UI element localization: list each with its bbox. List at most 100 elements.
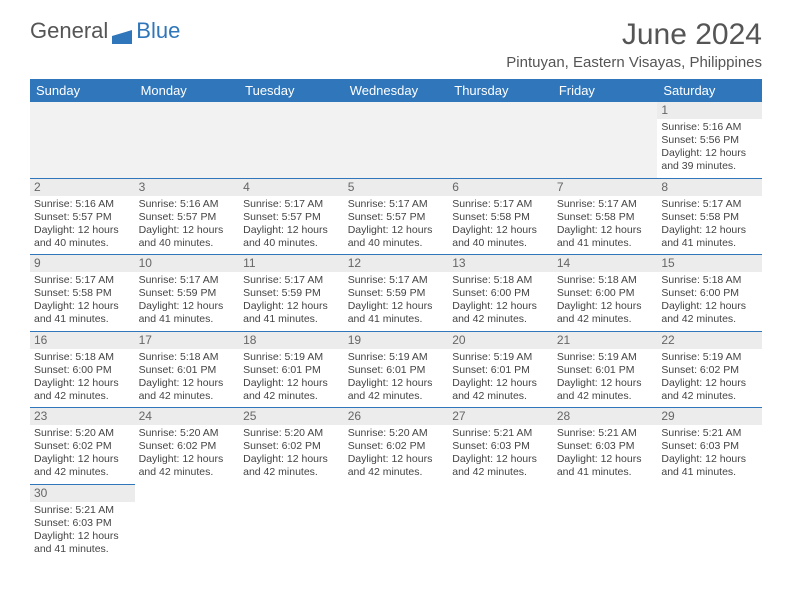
daylight-line: Daylight: 12 hours and 42 minutes. (243, 377, 340, 403)
sunrise-line: Sunrise: 5:17 AM (557, 198, 654, 211)
sunset-line: Sunset: 6:01 PM (452, 364, 549, 377)
calendar-cell: 14Sunrise: 5:18 AMSunset: 6:00 PMDayligh… (553, 255, 658, 332)
day-info: Sunrise: 5:18 AMSunset: 6:00 PMDaylight:… (34, 351, 131, 404)
sunset-line: Sunset: 5:58 PM (34, 287, 131, 300)
daylight-line: Daylight: 12 hours and 42 minutes. (243, 453, 340, 479)
logo-text-blue: Blue (136, 18, 180, 44)
calendar-table: Sunday Monday Tuesday Wednesday Thursday… (30, 79, 762, 560)
sunrise-line: Sunrise: 5:21 AM (34, 504, 131, 517)
sunset-line: Sunset: 6:02 PM (348, 440, 445, 453)
calendar-cell: 13Sunrise: 5:18 AMSunset: 6:00 PMDayligh… (448, 255, 553, 332)
day-number: 19 (344, 332, 449, 349)
day-info: Sunrise: 5:21 AMSunset: 6:03 PMDaylight:… (34, 504, 131, 557)
header: General Blue June 2024 Pintuyan, Eastern… (30, 18, 762, 71)
sunrise-line: Sunrise: 5:18 AM (661, 274, 758, 287)
logo: General Blue (30, 18, 180, 44)
daylight-line: Daylight: 12 hours and 42 minutes. (452, 300, 549, 326)
daylight-line: Daylight: 12 hours and 40 minutes. (452, 224, 549, 250)
day-number: 16 (30, 332, 135, 349)
day-number: 3 (135, 179, 240, 196)
calendar-cell (239, 102, 344, 178)
calendar-cell: 9Sunrise: 5:17 AMSunset: 5:58 PMDaylight… (30, 255, 135, 332)
sunset-line: Sunset: 6:01 PM (557, 364, 654, 377)
calendar-cell: 25Sunrise: 5:20 AMSunset: 6:02 PMDayligh… (239, 408, 344, 485)
calendar-cell: 2Sunrise: 5:16 AMSunset: 5:57 PMDaylight… (30, 178, 135, 255)
calendar-cell: 18Sunrise: 5:19 AMSunset: 6:01 PMDayligh… (239, 331, 344, 408)
day-number: 17 (135, 332, 240, 349)
calendar-row: 30Sunrise: 5:21 AMSunset: 6:03 PMDayligh… (30, 484, 762, 560)
sunrise-line: Sunrise: 5:16 AM (661, 121, 758, 134)
sunrise-line: Sunrise: 5:16 AM (139, 198, 236, 211)
weekday-header: Sunday (30, 79, 135, 102)
sunset-line: Sunset: 6:03 PM (557, 440, 654, 453)
daylight-line: Daylight: 12 hours and 42 minutes. (139, 377, 236, 403)
daylight-line: Daylight: 12 hours and 40 minutes. (34, 224, 131, 250)
daylight-line: Daylight: 12 hours and 41 minutes. (243, 300, 340, 326)
daylight-line: Daylight: 12 hours and 42 minutes. (452, 453, 549, 479)
calendar-cell (553, 102, 658, 178)
daylight-line: Daylight: 12 hours and 42 minutes. (348, 377, 445, 403)
daylight-line: Daylight: 12 hours and 39 minutes. (661, 147, 758, 173)
day-info: Sunrise: 5:18 AMSunset: 6:00 PMDaylight:… (557, 274, 654, 327)
weekday-header: Monday (135, 79, 240, 102)
day-number: 4 (239, 179, 344, 196)
sunset-line: Sunset: 5:57 PM (348, 211, 445, 224)
calendar-cell: 15Sunrise: 5:18 AMSunset: 6:00 PMDayligh… (657, 255, 762, 332)
daylight-line: Daylight: 12 hours and 42 minutes. (661, 377, 758, 403)
calendar-cell: 16 Sunrise: 5:18 AMSunset: 6:00 PMDayligh… (30, 331, 135, 408)
calendar-cell (657, 484, 762, 560)
calendar-cell: 12Sunrise: 5:17 AMSunset: 5:59 PMDayligh… (344, 255, 449, 332)
day-info: Sunrise: 5:17 AMSunset: 5:59 PMDaylight:… (243, 274, 340, 327)
sunset-line: Sunset: 5:57 PM (34, 211, 131, 224)
calendar-cell: 8Sunrise: 5:17 AMSunset: 5:58 PMDaylight… (657, 178, 762, 255)
calendar-cell: 4Sunrise: 5:17 AMSunset: 5:57 PMDaylight… (239, 178, 344, 255)
sunset-line: Sunset: 5:57 PM (243, 211, 340, 224)
calendar-cell: 24Sunrise: 5:20 AMSunset: 6:02 PMDayligh… (135, 408, 240, 485)
sunrise-line: Sunrise: 5:17 AM (348, 274, 445, 287)
calendar-cell (239, 484, 344, 560)
weekday-header: Wednesday (344, 79, 449, 102)
calendar-cell: 11Sunrise: 5:17 AMSunset: 5:59 PMDayligh… (239, 255, 344, 332)
calendar-cell (448, 102, 553, 178)
day-info: Sunrise: 5:18 AMSunset: 6:01 PMDaylight:… (139, 351, 236, 404)
sunrise-line: Sunrise: 5:21 AM (661, 427, 758, 440)
day-number: 8 (657, 179, 762, 196)
sunset-line: Sunset: 6:00 PM (34, 364, 131, 377)
sunset-line: Sunset: 6:03 PM (452, 440, 549, 453)
logo-mark-icon (112, 30, 132, 44)
daylight-line: Daylight: 12 hours and 42 minutes. (661, 300, 758, 326)
day-number: 26 (344, 408, 449, 425)
day-number: 22 (657, 332, 762, 349)
sunrise-line: Sunrise: 5:20 AM (243, 427, 340, 440)
day-info: Sunrise: 5:17 AMSunset: 5:58 PMDaylight:… (452, 198, 549, 251)
daylight-line: Daylight: 12 hours and 41 minutes. (661, 224, 758, 250)
day-info: Sunrise: 5:20 AMSunset: 6:02 PMDaylight:… (348, 427, 445, 480)
daylight-line: Daylight: 12 hours and 42 minutes. (139, 453, 236, 479)
day-info: Sunrise: 5:16 AMSunset: 5:57 PMDaylight:… (139, 198, 236, 251)
calendar-cell: 19Sunrise: 5:19 AMSunset: 6:01 PMDayligh… (344, 331, 449, 408)
daylight-line: Daylight: 12 hours and 41 minutes. (139, 300, 236, 326)
day-info: Sunrise: 5:21 AMSunset: 6:03 PMDaylight:… (661, 427, 758, 480)
calendar-row: 2Sunrise: 5:16 AMSunset: 5:57 PMDaylight… (30, 178, 762, 255)
day-number: 27 (448, 408, 553, 425)
daylight-line: Daylight: 12 hours and 41 minutes. (348, 300, 445, 326)
calendar-cell (344, 484, 449, 560)
day-info: Sunrise: 5:17 AMSunset: 5:58 PMDaylight:… (557, 198, 654, 251)
calendar-cell: 30Sunrise: 5:21 AMSunset: 6:03 PMDayligh… (30, 484, 135, 560)
day-info: Sunrise: 5:19 AMSunset: 6:02 PMDaylight:… (661, 351, 758, 404)
sunset-line: Sunset: 6:01 PM (348, 364, 445, 377)
day-info: Sunrise: 5:17 AMSunset: 5:59 PMDaylight:… (348, 274, 445, 327)
sunset-line: Sunset: 6:01 PM (243, 364, 340, 377)
sunrise-line: Sunrise: 5:18 AM (139, 351, 236, 364)
day-number: 13 (448, 255, 553, 272)
calendar-cell: 26 Sunrise: 5:20 AMSunset: 6:02 PMDayligh… (344, 408, 449, 485)
sunrise-line: Sunrise: 5:16 AM (34, 198, 131, 211)
day-number: 20 (448, 332, 553, 349)
day-info: Sunrise: 5:18 AMSunset: 6:00 PMDaylight:… (661, 274, 758, 327)
sunset-line: Sunset: 6:01 PM (139, 364, 236, 377)
sunrise-line: Sunrise: 5:18 AM (452, 274, 549, 287)
calendar-cell: 23Sunrise: 5:20 AMSunset: 6:02 PMDayligh… (30, 408, 135, 485)
sunset-line: Sunset: 6:02 PM (34, 440, 131, 453)
sunset-line: Sunset: 5:58 PM (452, 211, 549, 224)
calendar-cell: 3 Sunrise: 5:16 AMSunset: 5:57 PMDaylight… (135, 178, 240, 255)
